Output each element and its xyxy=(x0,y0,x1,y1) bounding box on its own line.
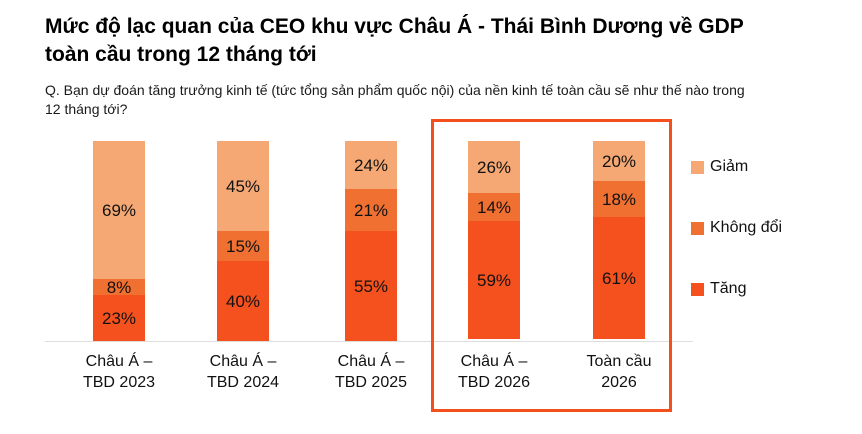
category-label: Châu Á – TBD 2026 xyxy=(457,353,531,392)
stacked-bar: 45% 15% 40% xyxy=(217,141,269,341)
bar-segment-label: 61% xyxy=(601,268,637,288)
category-label: Châu Á – TBD 2025 xyxy=(334,353,408,392)
category-label: Châu Á – TBD 2024 xyxy=(206,353,280,392)
bar-segment: 21% xyxy=(345,189,397,231)
bar-segment-label: 14% xyxy=(476,197,512,217)
stacked-bar: 20% 18% 61% xyxy=(593,141,645,341)
bar-segment-label: 23% xyxy=(101,308,137,328)
bar-segment: 40% xyxy=(217,261,269,341)
bar-segment: 8% xyxy=(93,277,145,297)
bar-segment: 18% xyxy=(593,181,645,217)
bar-segment-label: 26% xyxy=(476,157,512,177)
bar-segment: 24% xyxy=(345,141,397,189)
bar-segment-label: 55% xyxy=(353,276,389,296)
bar-segment-label: 18% xyxy=(601,189,637,209)
bar-segment: 23% xyxy=(93,295,145,341)
bar-segment-label: 15% xyxy=(225,236,261,256)
bar-segment-label: 24% xyxy=(353,155,389,175)
legend-item: Không đổi xyxy=(691,219,782,237)
bar-segment-label: 45% xyxy=(225,176,261,196)
bar-segment: 69% xyxy=(93,141,145,279)
bar-segment-label: 20% xyxy=(601,151,637,171)
legend-item: Giảm xyxy=(691,158,782,176)
legend-swatch xyxy=(691,282,704,296)
chart-question: Q. Bạn dự đoán tăng trưởng kinh tế (tức … xyxy=(45,82,745,118)
bar-segment: 20% xyxy=(593,141,645,181)
legend-label: Giảm xyxy=(710,158,749,175)
bar-segment: 59% xyxy=(468,221,520,339)
stacked-bar: 69% 8% 23% xyxy=(93,141,145,341)
bar-segment-label: 69% xyxy=(101,200,137,220)
legend-label: Tăng xyxy=(710,280,747,297)
bar-segment: 15% xyxy=(217,231,269,261)
bar-segment-label: 8% xyxy=(106,277,132,297)
bar-segment-label: 59% xyxy=(476,270,512,290)
bar-segment: 45% xyxy=(217,141,269,231)
legend-label: Không đổi xyxy=(710,219,783,236)
bar-segment: 61% xyxy=(593,217,645,339)
stacked-bar: 26% 14% 59% xyxy=(468,141,520,341)
bar-segment-label: 40% xyxy=(225,291,261,311)
legend-swatch xyxy=(691,160,704,174)
bar-segment-label: 21% xyxy=(353,200,389,220)
x-axis-line xyxy=(45,341,693,342)
bar-segment: 55% xyxy=(345,231,397,341)
chart-title: Mức độ lạc quan của CEO khu vực Châu Á -… xyxy=(45,15,744,66)
legend-swatch xyxy=(691,221,704,235)
stacked-bar: 24% 21% 55% xyxy=(345,141,397,341)
legend-item: Tăng xyxy=(691,280,782,298)
category-label: Châu Á – TBD 2023 xyxy=(82,353,156,392)
bar-segment: 26% xyxy=(468,141,520,193)
legend: Giảm Không đổi Tăng xyxy=(691,158,782,298)
bar-segment: 14% xyxy=(468,193,520,221)
category-label: Toàn cầu 2026 xyxy=(586,353,652,392)
